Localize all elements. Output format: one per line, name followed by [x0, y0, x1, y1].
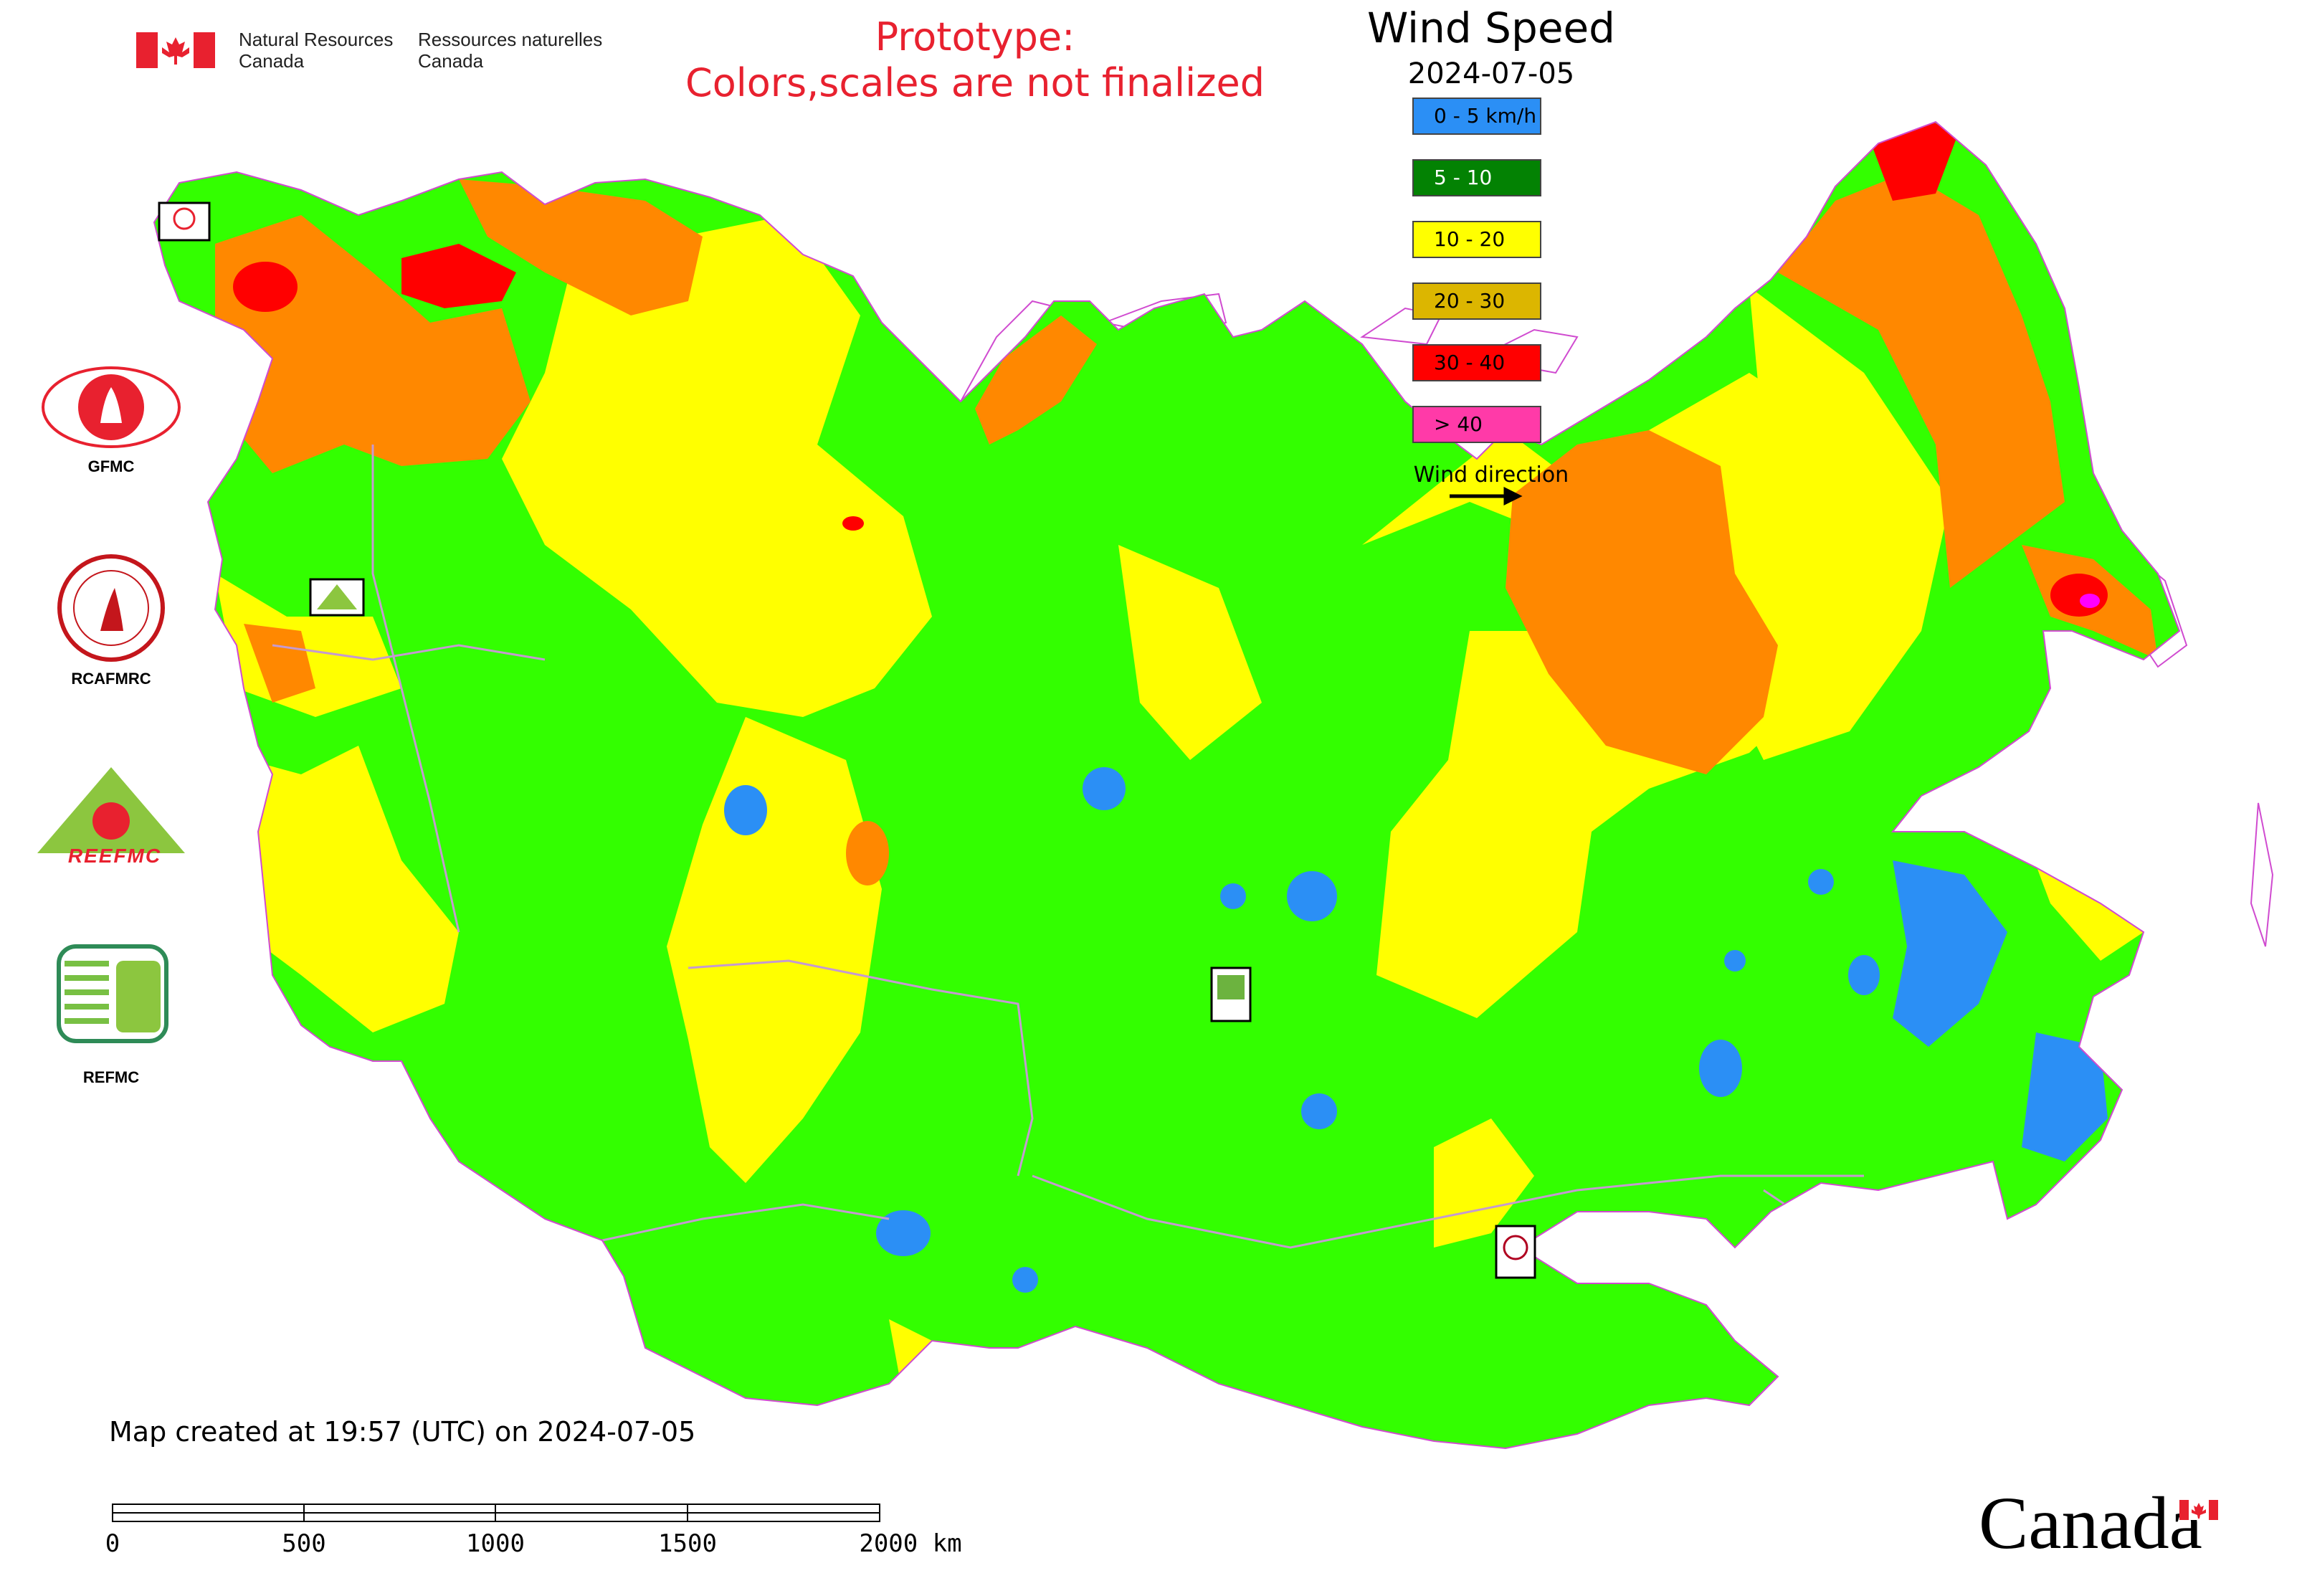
gfmc-map-marker[interactable] [158, 201, 211, 242]
wordmark-flag-icon [2179, 1500, 2218, 1520]
legend-title: Wind Speed [1366, 4, 1616, 52]
refmc-label: REFMC [82, 1068, 140, 1086]
rcafmrc-logo-icon [57, 554, 165, 662]
reefmc-label: REEFMC [67, 845, 162, 867]
nrcan-en-line2: Canada [239, 50, 305, 72]
nrcan-en-line1: Natural Resources [239, 29, 394, 50]
prototype-title: Prototype: [875, 14, 1075, 60]
gfmc-logo-icon [42, 366, 181, 448]
scale-tick-500: 500 [282, 1529, 326, 1558]
scale-tick-1000: 1000 [466, 1529, 525, 1558]
gfmc-label: GFMC [87, 457, 135, 475]
legend-item: 20 - 30 [1412, 282, 1541, 320]
legend-item: 10 - 20 [1412, 221, 1541, 258]
calm-wind-areas [724, 767, 2108, 1293]
gale-spot [2080, 594, 2100, 608]
nrcan-fr-name: Ressources naturelles Canada [418, 29, 602, 72]
refmc-map-marker[interactable] [1210, 966, 1252, 1022]
legend-date: 2024-07-05 [1407, 57, 1575, 90]
legend-item: 30 - 40 [1412, 344, 1541, 381]
refmc-logo-icon [57, 944, 168, 1043]
rcafmrc-map-marker[interactable] [1495, 1225, 1536, 1279]
scale-bar [112, 1504, 880, 1522]
scale-tick-1500: 1500 [658, 1529, 717, 1558]
scale-tick-0: 0 [105, 1529, 120, 1558]
reefmc-logo-icon [37, 767, 185, 853]
legend-item: > 40 [1412, 406, 1541, 443]
legend-item: 5 - 10 [1412, 159, 1541, 196]
nrcan-fr-line2: Canada [418, 50, 484, 72]
legend-item: 0 - 5 km/h [1412, 98, 1541, 135]
canada-flag-icon [136, 32, 215, 68]
nrcan-en-name: Natural Resources Canada [239, 29, 393, 72]
wind-direction-label: Wind direction [1413, 462, 1569, 488]
canada-wordmark: Canada [1979, 1482, 2202, 1564]
wind-direction-arrow-icon [1450, 486, 1523, 506]
reefmc-map-marker[interactable] [309, 578, 365, 617]
rcafmrc-label: RCAFMRC [71, 670, 151, 688]
prototype-subtitle: Colors,scales are not finalized [685, 60, 1265, 105]
scale-tick-2000: 2000 km [859, 1529, 962, 1558]
nrcan-fr-line1: Ressources naturelles [418, 29, 603, 50]
map-created-note: Map created at 19:57 (UTC) on 2024-07-05 [109, 1416, 696, 1448]
